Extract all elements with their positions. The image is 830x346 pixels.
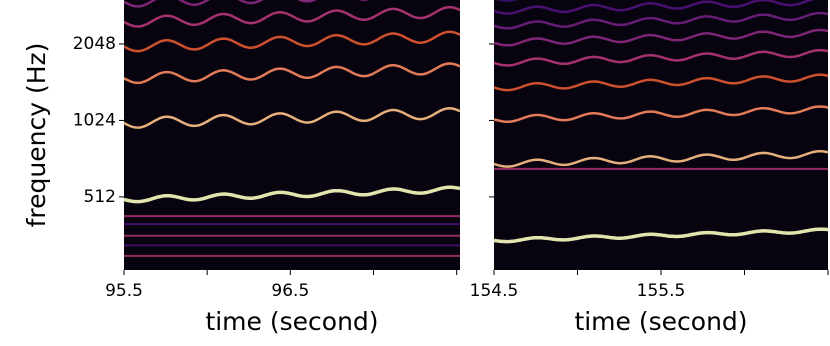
harmonic xyxy=(494,28,828,47)
y-tick-label: 512 xyxy=(84,187,116,207)
harmonic xyxy=(494,11,828,30)
harmonic xyxy=(494,149,828,168)
harmonic xyxy=(494,0,828,15)
harmonic xyxy=(494,105,828,124)
x-tick-label: 95.5 xyxy=(105,281,143,301)
harmonic xyxy=(124,107,460,129)
harmonic xyxy=(494,73,828,92)
y-tick-label: 1024 xyxy=(73,110,116,130)
harmonic xyxy=(124,62,460,85)
harmonic xyxy=(494,227,828,244)
y-tick-label: 2048 xyxy=(73,34,116,54)
harmonic xyxy=(124,30,460,53)
x-tick-label: 96.5 xyxy=(271,281,309,301)
spectrogram xyxy=(124,0,460,270)
spectrogram xyxy=(494,0,828,270)
harmonic xyxy=(124,185,460,204)
x-tick-label: 154.5 xyxy=(470,281,519,301)
spectrogram-background xyxy=(494,0,828,270)
harmonic xyxy=(124,5,460,28)
y-axis-label: frequency (Hz) xyxy=(22,43,51,228)
x-axis-label: time (second) xyxy=(205,307,378,336)
harmonic xyxy=(494,48,828,67)
x-axis-label: time (second) xyxy=(574,307,747,336)
x-tick-label: 155.5 xyxy=(637,281,686,301)
